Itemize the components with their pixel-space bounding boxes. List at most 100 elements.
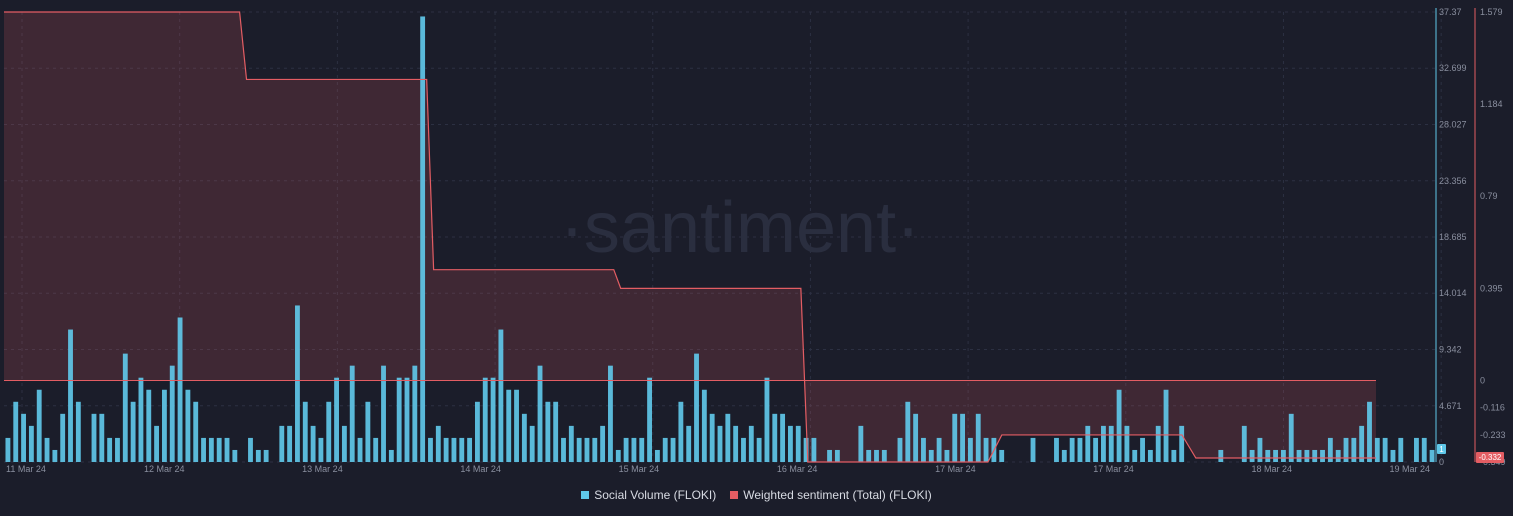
legend-item-weighted-sentiment[interactable]: Weighted sentiment (Total) (FLOKI) (730, 488, 932, 502)
social-volume-bar (255, 449, 261, 462)
sentiment-tick-label: 1.579 (1480, 7, 1503, 17)
social-volume-bar (1077, 437, 1083, 462)
social-volume-bar (1421, 437, 1427, 462)
weighted-sentiment-swatch (730, 491, 739, 499)
social-volume-bar (208, 437, 214, 462)
social-volume-bar (1249, 449, 1255, 462)
social-volume-bar (506, 389, 512, 462)
social-volume-bar (881, 449, 887, 462)
social-volume-bar (193, 401, 199, 462)
social-volume-bar (600, 425, 606, 462)
social-volume-bar (185, 389, 191, 462)
social-volume-bar (365, 401, 371, 462)
legend-item-social-volume[interactable]: Social Volume (FLOKI) (581, 488, 716, 502)
social-volume-bar (60, 413, 66, 462)
social-volume-bar (224, 437, 230, 462)
social-volume-bar (216, 437, 222, 462)
social-volume-bar (99, 413, 105, 462)
social-volume-bar (232, 449, 238, 462)
social-volume-bar (498, 329, 504, 462)
social-volume-bar (1288, 413, 1294, 462)
social-volume-bar (44, 437, 50, 462)
social-volume-bar (999, 449, 1005, 462)
social-volume-bar (615, 449, 621, 462)
x-tick-label: 16 Mar 24 (777, 464, 818, 474)
social-volume-bar (897, 437, 903, 462)
sentiment-line (4, 11, 1376, 463)
x-tick-label: 14 Mar 24 (460, 464, 501, 474)
social-volume-axis-ticks: 37.37 32.699 28.027 23.356 18.685 14.014 9.342… (1439, 7, 1467, 467)
sentiment-tick-label: 0 (1480, 376, 1485, 386)
social-volume-bar (788, 425, 793, 462)
social-volume-bar (631, 437, 637, 462)
social-volume-bar (866, 449, 872, 462)
social-volume-bar (1147, 449, 1153, 462)
social-volume-current-value: 1 (1439, 445, 1444, 454)
social-volume-bar (944, 449, 950, 462)
social-volume-bar (381, 365, 386, 462)
x-tick-label: 15 Mar 24 (619, 464, 660, 474)
social-volume-bar (1054, 437, 1059, 462)
social-volume-bar (1335, 449, 1341, 462)
social-volume-bar (834, 449, 840, 462)
social-volume-bar (1241, 425, 1247, 462)
social-volume-bar (803, 437, 809, 462)
social-volume-bar (639, 437, 645, 462)
social-volume-tick-label: 23.356 (1439, 176, 1467, 186)
social-volume-bar (490, 377, 496, 462)
social-volume-bar (1218, 449, 1224, 462)
social-volume-tick-label: 4.671 (1439, 401, 1462, 411)
x-tick-label: 13 Mar 24 (302, 464, 343, 474)
social-volume-bar (1124, 425, 1130, 462)
social-volume-bar (122, 353, 128, 462)
x-tick-label: 19 Mar 24 (1389, 464, 1430, 474)
social-volume-bar (662, 437, 668, 462)
social-volume-bar (1327, 437, 1333, 462)
social-volume-bar (874, 449, 879, 462)
social-volume-bar (388, 449, 394, 462)
x-axis-ticks: 11 Mar 24 12 Mar 24 13 Mar 24 14 Mar 24 15 M… (6, 464, 1430, 474)
social-volume-tick-label: 32.699 (1439, 63, 1467, 73)
social-volume-bar (177, 317, 183, 462)
social-volume-bars (5, 16, 1435, 463)
current-value-badges: 1 -0.332 (1437, 443, 1504, 464)
social-volume-bar (1414, 437, 1419, 462)
social-volume-bar (537, 365, 543, 462)
social-volume-bar (975, 413, 981, 462)
social-volume-bar (357, 437, 363, 462)
social-volume-bar (686, 425, 692, 462)
social-volume-bar (928, 449, 934, 462)
social-volume-bar (608, 365, 613, 462)
social-volume-bar (1257, 437, 1263, 462)
chart-legend: Social Volume (FLOKI) Weighted sentiment… (0, 488, 1513, 502)
social-volume-bar (28, 425, 34, 462)
social-volume-bar (1155, 425, 1161, 462)
x-tick-label: 11 Mar 24 (6, 464, 46, 474)
social-volume-bar (1304, 449, 1310, 462)
social-volume-bar (349, 365, 355, 462)
social-volume-bar (568, 425, 574, 462)
sentiment-tick-label: -0.233 (1480, 430, 1506, 440)
social-volume-bar (584, 437, 590, 462)
social-volume-bar (1163, 389, 1169, 462)
social-volume-bar (75, 401, 81, 462)
social-volume-bar (467, 437, 473, 462)
social-volume-bar (529, 425, 535, 462)
social-volume-bar (756, 437, 762, 462)
social-volume-tick-label: 18.685 (1439, 232, 1467, 242)
social-volume-tick-label: 14.014 (1439, 288, 1467, 298)
social-volume-bar (302, 401, 308, 462)
x-tick-label: 17 Mar 24 (1093, 464, 1134, 474)
social-volume-bar (827, 449, 832, 462)
social-volume-bar (1093, 437, 1099, 462)
social-volume-bar (373, 437, 379, 462)
social-volume-bar (553, 401, 559, 462)
social-volume-bar (1296, 449, 1302, 462)
social-volume-bar (412, 365, 418, 462)
social-volume-bar (248, 437, 253, 462)
legend-label-social-volume: Social Volume (FLOKI) (594, 488, 717, 502)
social-volume-bar (967, 437, 973, 462)
social-volume-bar (474, 401, 480, 462)
